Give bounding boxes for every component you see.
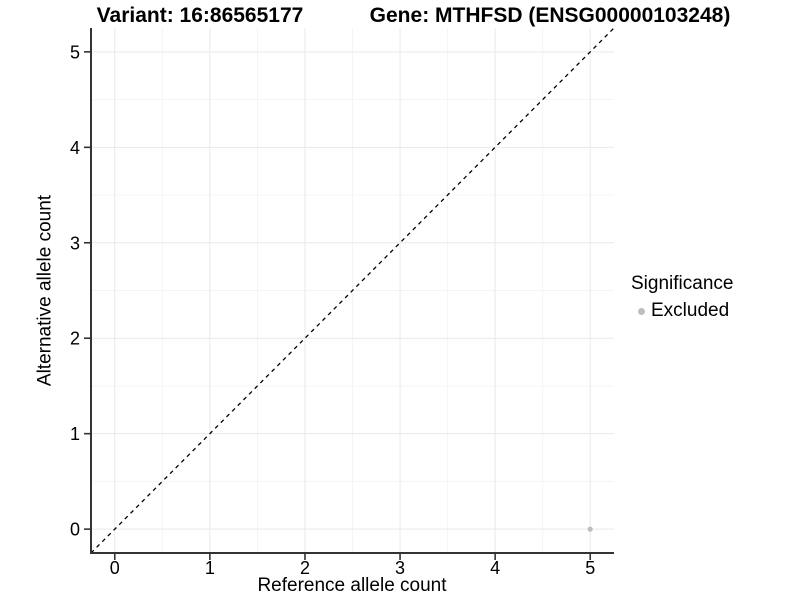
y-tick-label: 4 [70,138,80,158]
legend-title: Significance [631,273,734,294]
legend-item-label: Excluded [651,300,730,321]
y-tick-label: 5 [70,42,80,62]
legend-item-excluded: Excluded [631,300,733,322]
y-tick-label: 1 [70,424,80,444]
gene-title: Gene: MTHFSD (ENSG00000103248) [369,4,731,27]
y-tick-label: 2 [70,329,80,349]
legend: Significance Excluded [631,273,733,322]
excluded-point-icon [638,307,645,315]
x-tick-label: 3 [395,558,405,578]
y-tick-label: 3 [70,233,80,253]
x-axis-title: Reference allele count [257,575,447,596]
variant-title: Variant: 16:86565177 [96,4,304,27]
y-axis-title: Alternative allele count [34,194,56,387]
x-tick-label: 5 [585,558,595,578]
x-tick-label: 0 [110,558,120,578]
x-tick-label: 1 [205,558,215,578]
y-tick-label: 0 [70,520,80,540]
x-tick-label: 2 [300,558,310,578]
x-tick-label: 4 [490,558,500,578]
identity-reference-line [90,27,615,554]
data-point [587,526,593,532]
